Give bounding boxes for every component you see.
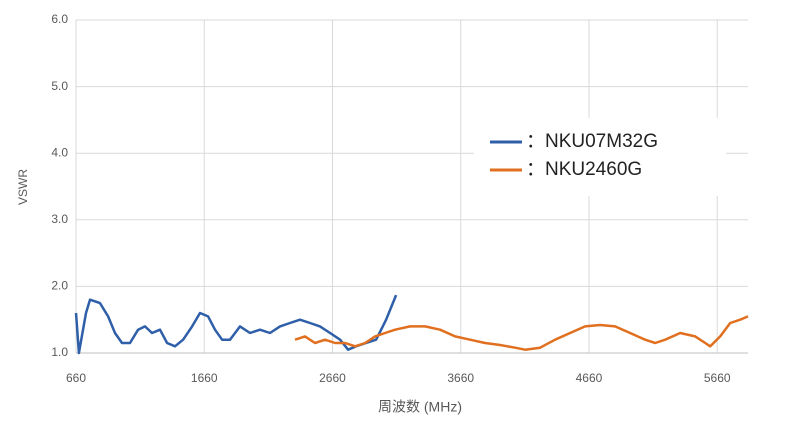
legend-label: ：NKU07M32G: [526, 131, 658, 152]
series-line: [74, 294, 398, 355]
x-tick-label: 2660: [319, 371, 346, 385]
x-tick-label: 660: [66, 371, 86, 385]
x-tick-label: 5660: [704, 371, 731, 385]
x-tick-label: 3660: [447, 371, 474, 385]
y-tick-label: 3.0: [51, 212, 68, 226]
series-line: [294, 315, 749, 351]
y-tick-label: 6.0: [51, 12, 68, 26]
y-tick-label: 5.0: [51, 79, 68, 93]
y-tick-label: 4.0: [51, 145, 68, 159]
x-tick-label: 4660: [576, 371, 603, 385]
x-axis-label: 周波数 (MHz): [378, 399, 462, 415]
legend-label: ：NKU2460G: [526, 159, 642, 180]
y-tick-label: 1.0: [51, 345, 68, 359]
x-tick-label: 1660: [191, 371, 218, 385]
y-tick-label: 2.0: [51, 279, 68, 293]
legend-box: [474, 118, 726, 196]
y-axis-label: VSWR: [16, 169, 30, 205]
